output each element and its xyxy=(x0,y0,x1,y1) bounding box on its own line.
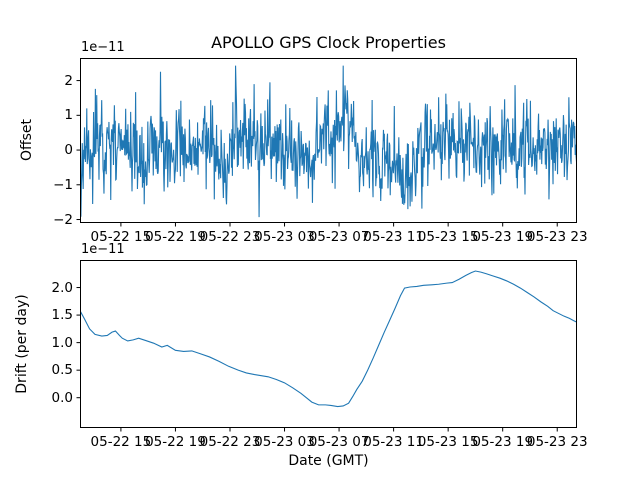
axes-border xyxy=(80,58,577,223)
x-tick-label: 05-23 15 xyxy=(417,434,479,450)
x-tick-label: 05-23 23 xyxy=(526,229,588,245)
x-tick-label: 05-22 19 xyxy=(145,229,206,245)
x-tick-label: 05-22 19 xyxy=(145,434,206,450)
drift-axes-svg xyxy=(76,260,577,432)
y-tick-label: 2 xyxy=(64,72,73,89)
y-tick-label: 0.5 xyxy=(51,362,73,379)
y-tick-label: 0 xyxy=(64,142,73,159)
y-tick-label: −1 xyxy=(53,176,73,193)
x-tick-label: 05-23 07 xyxy=(308,434,370,450)
axes-border xyxy=(80,260,577,428)
offset-axes-svg xyxy=(76,58,577,227)
x-tick-label: 05-23 03 xyxy=(254,434,315,450)
x-tick-label: 05-22 23 xyxy=(199,434,261,450)
y-tick-label: 2.0 xyxy=(51,279,73,296)
top-scale-offset-label: 1e−11 xyxy=(81,40,125,55)
x-tick-label: 05-23 07 xyxy=(308,229,370,245)
drift-series-line xyxy=(80,270,577,408)
y-tick-label: 1.0 xyxy=(51,334,73,351)
x-tick-label: 05-22 15 xyxy=(90,229,152,245)
x-tick-label: 05-23 15 xyxy=(417,229,479,245)
x-tick-label: 05-22 23 xyxy=(199,229,261,245)
y-tick-label: 0.0 xyxy=(51,389,73,406)
x-tick-label: 05-23 11 xyxy=(363,434,424,450)
chart-title: APOLLO GPS Clock Properties xyxy=(211,33,446,52)
y-tick-label: 1.5 xyxy=(51,307,73,324)
x-tick-label: 05-23 23 xyxy=(526,434,588,450)
x-tick-label: 05-23 03 xyxy=(254,229,315,245)
x-tick-label: 05-23 19 xyxy=(472,229,534,245)
bottom-scale-offset-label: 1e−11 xyxy=(81,242,125,257)
x-tick-label: 05-23 11 xyxy=(363,229,424,245)
offset-series-line xyxy=(80,65,577,218)
x-tick-label: 05-23 19 xyxy=(472,434,534,450)
x-axis-label: Date (GMT) xyxy=(288,453,369,469)
y-tick-label: 1 xyxy=(64,107,73,124)
x-tick-label: 05-22 15 xyxy=(90,434,152,450)
y-tick-label: −2 xyxy=(53,211,73,228)
